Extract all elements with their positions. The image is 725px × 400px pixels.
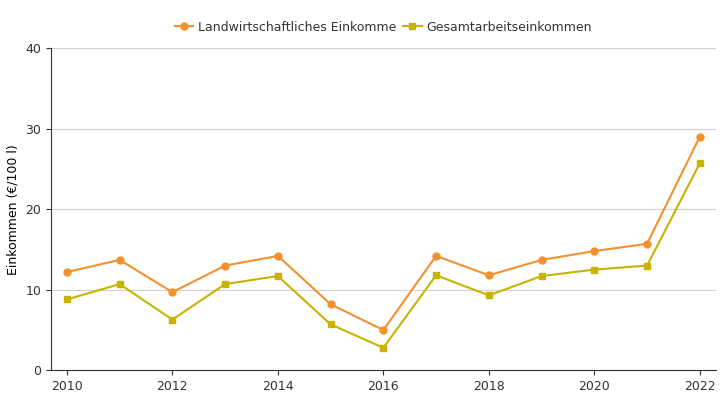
Line: Gesamtarbeitseinkommen: Gesamtarbeitseinkommen — [64, 160, 703, 351]
Landwirtschaftliches Einkomme — [62, 270, 71, 274]
Gesamtarbeitseinkommen — [484, 293, 493, 298]
Landwirtschaftliches Einkomme — [484, 273, 493, 278]
Gesamtarbeitseinkommen — [62, 297, 71, 302]
Gesamtarbeitseinkommen — [273, 274, 282, 278]
Gesamtarbeitseinkommen — [168, 317, 177, 322]
Landwirtschaftliches Einkomme — [221, 263, 230, 268]
Landwirtschaftliches Einkomme — [326, 302, 335, 307]
Gesamtarbeitseinkommen — [221, 282, 230, 286]
Landwirtschaftliches Einkomme — [168, 290, 177, 294]
Gesamtarbeitseinkommen — [432, 273, 441, 278]
Y-axis label: Einkommen (€/100 l): Einkommen (€/100 l) — [7, 144, 20, 274]
Landwirtschaftliches Einkomme — [695, 134, 704, 139]
Gesamtarbeitseinkommen — [537, 274, 546, 278]
Gesamtarbeitseinkommen — [379, 345, 388, 350]
Landwirtschaftliches Einkomme — [537, 258, 546, 262]
Landwirtschaftliches Einkomme — [379, 328, 388, 332]
Gesamtarbeitseinkommen — [326, 322, 335, 327]
Landwirtschaftliches Einkomme — [273, 254, 282, 258]
Gesamtarbeitseinkommen — [642, 263, 651, 268]
Legend: Landwirtschaftliches Einkomme, Gesamtarbeitseinkommen: Landwirtschaftliches Einkomme, Gesamtarb… — [170, 16, 597, 38]
Landwirtschaftliches Einkomme — [590, 249, 599, 254]
Gesamtarbeitseinkommen — [695, 161, 704, 166]
Gesamtarbeitseinkommen — [115, 282, 124, 286]
Landwirtschaftliches Einkomme — [115, 258, 124, 262]
Gesamtarbeitseinkommen — [590, 267, 599, 272]
Line: Landwirtschaftliches Einkomme: Landwirtschaftliches Einkomme — [64, 133, 703, 334]
Landwirtschaftliches Einkomme — [642, 242, 651, 246]
Landwirtschaftliches Einkomme — [432, 254, 441, 258]
